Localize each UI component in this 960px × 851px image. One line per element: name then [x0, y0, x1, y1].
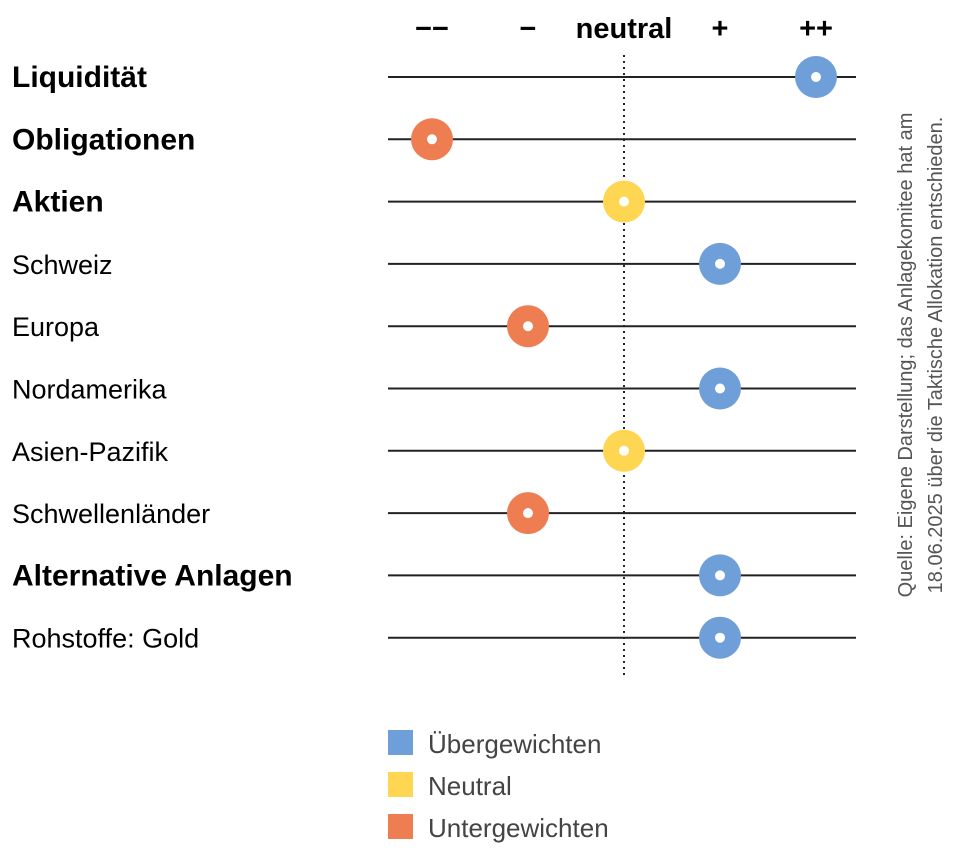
legend: Übergewichten Neutral Untergewichten — [388, 729, 609, 843]
row-asien-pazifik: Asien-Pazifik — [12, 429, 856, 472]
scale-label-2: neutral — [576, 13, 673, 45]
legend-label-overweight: Übergewichten — [428, 729, 601, 759]
row-label-europa: Europa — [12, 312, 100, 342]
row-alternative-anlagen: Alternative Anlagen — [12, 554, 856, 597]
legend-swatch-neutral — [388, 772, 413, 797]
row-aktien: Aktien — [12, 180, 856, 223]
scale-label-1: − — [520, 13, 537, 45]
marker-center-nordamerika — [715, 383, 725, 394]
legend-label-neutral: Neutral — [428, 771, 512, 801]
row-label-aktien: Aktien — [12, 186, 104, 219]
marker-center-schwellenlaender — [523, 508, 533, 519]
scale-label-0: −− — [415, 13, 449, 45]
row-label-alternative-anlagen: Alternative Anlagen — [12, 559, 293, 592]
row-label-liquiditaet: Liquidität — [12, 61, 147, 94]
marker-center-schweiz — [715, 258, 725, 269]
scale-header: −− − neutral + ++ — [415, 13, 833, 45]
row-obligationen: Obligationen — [12, 118, 856, 161]
marker-center-europa — [523, 321, 533, 332]
legend-swatch-overweight — [388, 730, 413, 755]
row-liquiditaet: Liquidität — [12, 56, 856, 98]
row-label-rohstoffe-gold: Rohstoffe: Gold — [12, 624, 199, 654]
row-label-nordamerika: Nordamerika — [12, 375, 168, 405]
row-label-asien-pazifik: Asien-Pazifik — [12, 437, 169, 467]
legend-label-underweight: Untergewichten — [428, 813, 609, 843]
row-europa: Europa — [12, 305, 856, 348]
row-rohstoffe-gold: Rohstoffe: Gold — [12, 616, 856, 659]
source-note: Quelle: Eigene Darstellung; das Anlageko… — [895, 113, 947, 598]
marker-center-aktien — [619, 196, 629, 207]
row-label-obligationen: Obligationen — [12, 123, 195, 156]
row-label-schwellenlaender: Schwellenländer — [12, 499, 210, 529]
asset-class-rows: Liquidität Obligationen Aktien Schweiz Europ… — [12, 56, 856, 659]
marker-center-liquiditaet — [811, 72, 821, 82]
row-schweiz: Schweiz — [12, 242, 856, 285]
source-line-1: 18.06.2025 über die Taktische Allokation… — [925, 117, 947, 594]
marker-center-alternative-anlagen — [715, 570, 725, 581]
row-label-schweiz: Schweiz — [12, 250, 113, 280]
legend-swatch-underweight — [388, 814, 413, 839]
scale-label-3: + — [712, 13, 729, 45]
marker-center-obligationen — [427, 134, 437, 145]
row-nordamerika: Nordamerika — [12, 367, 856, 410]
source-line-0: Quelle: Eigene Darstellung; das Anlageko… — [895, 113, 917, 598]
marker-center-asien-pazifik — [619, 445, 629, 456]
row-schwellenlaender: Schwellenländer — [12, 492, 856, 535]
marker-center-rohstoffe-gold — [715, 632, 725, 643]
scale-label-4: ++ — [799, 13, 833, 45]
